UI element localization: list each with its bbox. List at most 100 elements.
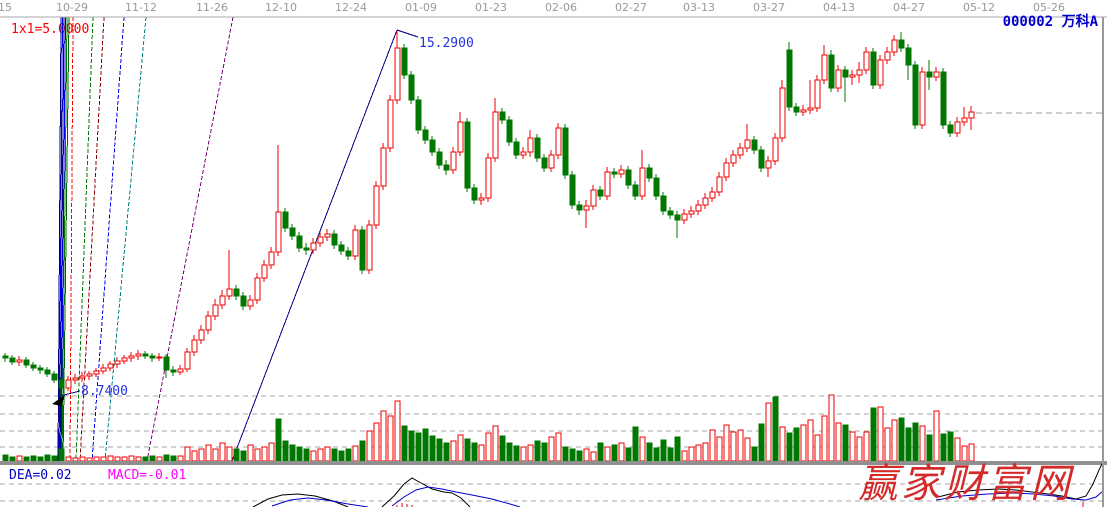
candle-body <box>849 74 856 78</box>
candle-body <box>940 71 947 126</box>
candle-body <box>394 47 401 101</box>
candle-body <box>646 167 653 179</box>
volume-bar <box>534 440 541 462</box>
candle-body <box>289 227 296 237</box>
volume-bar <box>940 433 947 462</box>
volume-bar <box>443 442 450 462</box>
volume-bar <box>597 442 604 462</box>
gann-fan-line <box>104 16 147 462</box>
candle-body <box>149 355 156 359</box>
candle-body <box>401 47 408 76</box>
candle-body <box>583 205 590 211</box>
candle-body <box>709 191 716 199</box>
candle-body <box>555 127 562 156</box>
date-tick-label: 11-12 <box>125 1 157 14</box>
volume-bar <box>23 456 30 462</box>
volume-bar <box>163 454 170 462</box>
volume-bar <box>625 447 632 462</box>
volume-bar <box>30 455 37 462</box>
volume-bar <box>604 446 611 462</box>
candle-body <box>44 369 51 375</box>
candle-body <box>653 177 660 197</box>
volume-bar <box>387 415 394 462</box>
candle-body <box>79 375 86 379</box>
volume-bar <box>506 442 513 462</box>
candle-body <box>478 197 485 201</box>
candle-body <box>695 204 702 212</box>
volume-bar <box>835 422 842 462</box>
volume-bar <box>744 437 751 462</box>
candle-body <box>37 367 44 371</box>
volume-bar <box>779 426 786 462</box>
candle-body <box>184 351 191 370</box>
date-tick-label: 05-12 <box>963 1 995 14</box>
volume-bar <box>58 448 65 462</box>
candle-body <box>674 214 681 221</box>
candle-body <box>737 147 744 156</box>
volume-bar <box>275 418 282 462</box>
date-tick-label: 12-10 <box>265 1 297 14</box>
volume-bar <box>702 442 709 462</box>
volume-bar <box>191 450 198 462</box>
candle-body <box>345 250 352 257</box>
volume-bar <box>716 436 723 462</box>
volume-bar <box>233 448 240 462</box>
candle-body <box>527 137 534 153</box>
date-tick-label: 02-06 <box>545 1 577 14</box>
candle-body <box>464 121 471 189</box>
candle-body <box>457 121 464 153</box>
candle-body <box>968 111 975 119</box>
volume-bar <box>653 447 660 462</box>
volume-bar <box>583 448 590 462</box>
candle-body <box>16 359 23 363</box>
volume-bar <box>86 457 93 462</box>
volume-bar <box>632 426 639 462</box>
volume-bar <box>51 455 58 462</box>
gann-fan-line <box>75 16 94 462</box>
candle-body <box>912 64 919 126</box>
candle-body <box>891 39 898 53</box>
volume-bar <box>72 457 79 462</box>
candle-body <box>338 244 345 252</box>
macd-value-label: MACD=-0.01 <box>108 468 187 483</box>
date-tick-label: 10-29 <box>56 1 88 14</box>
volume-bar <box>800 424 807 462</box>
volume-bar <box>674 436 681 462</box>
candle-body <box>100 367 107 372</box>
candle-body <box>758 149 765 169</box>
volume-bar <box>891 419 898 462</box>
candle-body <box>282 211 289 229</box>
candle-body <box>576 204 583 211</box>
candle-body <box>842 69 849 78</box>
volume-bar <box>919 425 926 462</box>
candle-body <box>240 295 247 307</box>
date-tick-label: -15 <box>0 1 12 14</box>
candle-body <box>23 359 30 366</box>
gann-fan-line <box>79 16 105 462</box>
volume-bar <box>807 419 814 462</box>
candle-body <box>226 288 233 297</box>
candle-body <box>443 164 450 171</box>
candle-body <box>702 197 709 206</box>
volume-bar <box>933 410 940 462</box>
date-tick-label: 11-26 <box>196 1 228 14</box>
candle-body <box>261 264 268 279</box>
volume-bar <box>107 455 114 462</box>
volume-bar <box>828 394 835 462</box>
date-tick-label: 03-13 <box>683 1 715 14</box>
volume-bar <box>947 431 954 462</box>
candle-body <box>667 210 674 216</box>
candle-body <box>534 137 541 159</box>
volume-bar <box>65 456 72 462</box>
volume-bar <box>345 448 352 462</box>
volume-bar <box>492 425 499 462</box>
volume-bar <box>128 455 135 462</box>
candle-body <box>569 174 576 206</box>
candle-body <box>835 69 842 89</box>
volume-bar <box>247 444 254 462</box>
dea-line <box>935 490 1104 501</box>
candle-body <box>898 39 905 49</box>
volume-bar <box>590 451 597 462</box>
volume-bar <box>667 447 674 462</box>
